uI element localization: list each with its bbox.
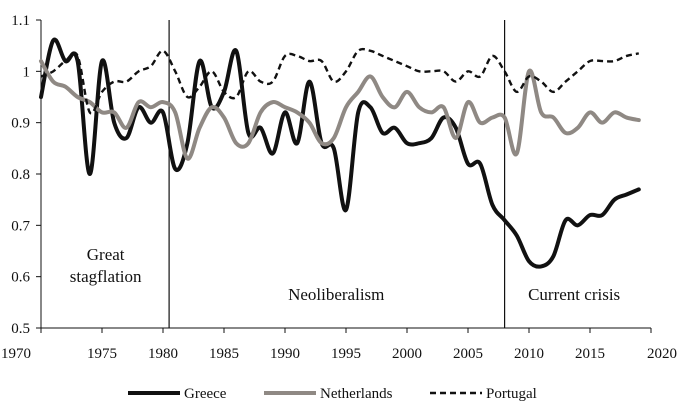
y-tick-label: 0.9: [11, 116, 30, 132]
y-tick-label: 1: [23, 64, 31, 80]
period-label: Great: [87, 245, 125, 264]
series-line-portugal: [40, 47, 640, 115]
x-tick-label: 1980: [148, 346, 178, 362]
x-tick-label: 2010: [514, 346, 544, 362]
x-tick-label: 1990: [270, 346, 300, 362]
legend: Greece Netherlands Portugal: [128, 386, 537, 402]
period-label: Neoliberalism: [288, 285, 384, 304]
period-label: stagflation: [70, 267, 142, 286]
legend-label-greece: Greece: [184, 386, 227, 402]
x-tick-label: 1995: [331, 346, 361, 362]
series-layer: [39, 37, 641, 269]
legend-label-portugal: Portugal: [486, 386, 537, 402]
legend-label-netherlands: Netherlands: [320, 386, 393, 402]
x-tick-label: 2000: [392, 346, 422, 362]
x-tick-label: 1970: [1, 346, 31, 362]
x-tick-label: 1975: [87, 346, 117, 362]
x-tick-label: 2015: [575, 346, 605, 362]
y-tick-label: 0.8: [11, 167, 30, 183]
y-tick-label: 0.6: [11, 270, 30, 286]
axes: 0.5 0.6 0.7 0.8 0.9 1 1.1 1970 1975 1980 1985 1990 1…: [1, 13, 677, 362]
x-tick-label: 2020: [647, 346, 677, 362]
period-label: Current crisis: [528, 285, 620, 304]
x-tick-label: 2005: [453, 346, 483, 362]
period-dividers: [168, 20, 506, 328]
series-line-greece: [39, 37, 641, 269]
y-tick-label: 0.5: [11, 321, 30, 337]
y-tick-label: 0.7: [11, 218, 30, 234]
x-tick-label: 1985: [209, 346, 239, 362]
series-line-netherlands: [39, 59, 641, 161]
period-labels: Great stagflation Neoliberalism Current cri…: [70, 245, 620, 304]
y-tick-label: 1.1: [11, 13, 30, 29]
